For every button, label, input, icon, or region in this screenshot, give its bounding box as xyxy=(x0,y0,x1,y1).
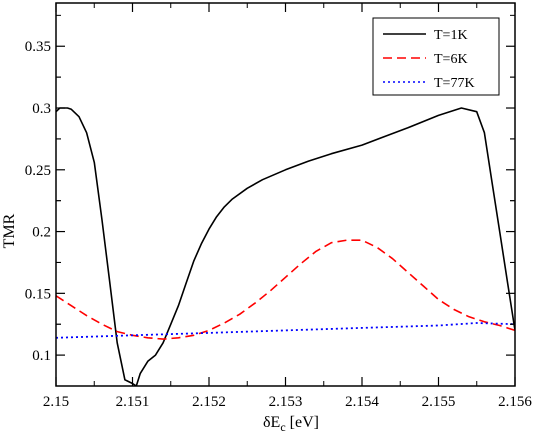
x-tick-label: 2.155 xyxy=(422,394,456,410)
y-tick-label: 0.25 xyxy=(25,163,51,179)
y-tick-label: 0.2 xyxy=(32,225,51,241)
legend-label: T=1K xyxy=(434,28,468,43)
y-tick-labels: 0.1 0.15 0.2 0.25 0.3 0.35 xyxy=(25,39,51,364)
x-tick-label: 2.153 xyxy=(269,394,303,410)
x-tick-label: 2.15 xyxy=(43,394,69,410)
y-tick-label: 0.3 xyxy=(32,101,51,117)
legend-entries: T=1K T=6K T=77K xyxy=(383,28,475,91)
series-layer xyxy=(56,107,515,386)
y-axis-label: TMR xyxy=(1,213,18,248)
x-tick-label: 2.156 xyxy=(498,394,532,410)
ticks-layer xyxy=(55,3,516,387)
x-tick-labels: 2.15 2.151 2.152 2.153 2.154 2.155 2.156 xyxy=(43,394,533,410)
x-axis-label: δEc [eV] xyxy=(263,414,319,434)
series-line-t-77k xyxy=(56,322,515,339)
y-tick-label: 0.15 xyxy=(25,286,51,302)
x-tick-label: 2.151 xyxy=(116,394,150,410)
x-axis-label-main: δE xyxy=(263,414,280,431)
series-line-t-1k xyxy=(56,107,515,386)
legend: T=1K T=6K T=77K xyxy=(372,17,500,96)
legend-label: T=77K xyxy=(434,76,475,91)
y-tick-label: 0.35 xyxy=(25,39,51,55)
x-axis-label-unit: [eV] xyxy=(290,414,319,431)
y-tick-label: 0.1 xyxy=(32,348,51,364)
x-axis-label-subscript: c xyxy=(280,420,285,434)
x-tick-label: 2.152 xyxy=(192,394,226,410)
legend-label: T=6K xyxy=(434,52,468,67)
x-tick-label: 2.154 xyxy=(345,394,379,410)
